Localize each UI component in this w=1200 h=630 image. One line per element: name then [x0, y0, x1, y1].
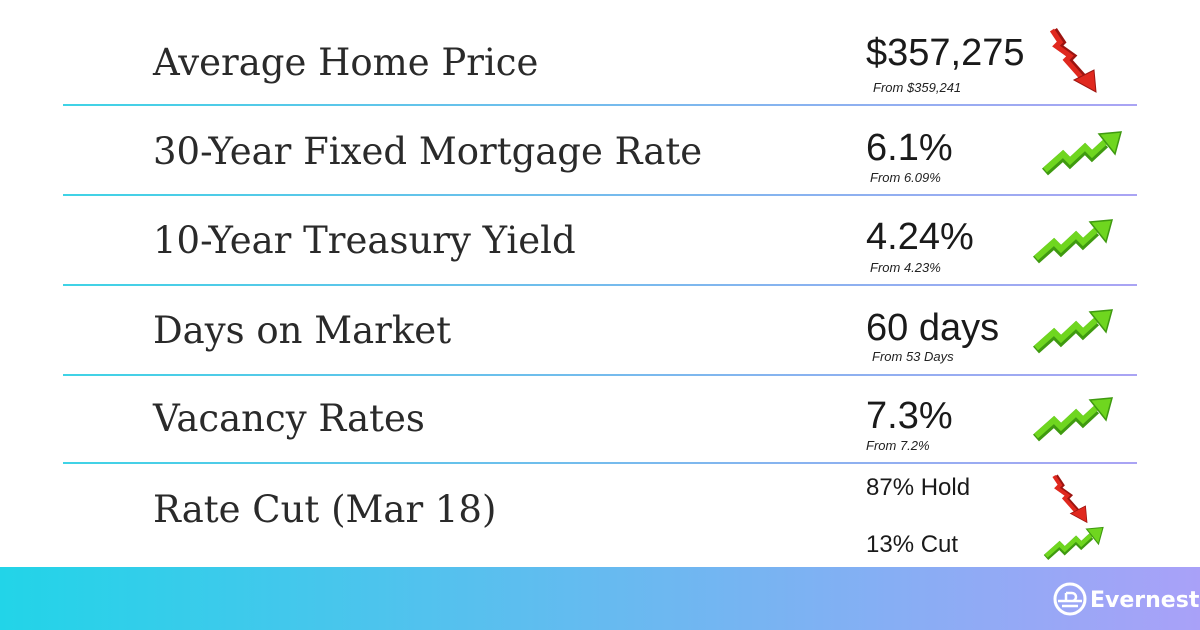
logo-icon [1053, 582, 1087, 616]
row-value: 4.24% [866, 216, 974, 258]
trend-up-icon [1036, 220, 1112, 260]
row-value: 7.3% [866, 395, 953, 437]
separator [63, 284, 1137, 286]
row-from: From 6.09% [870, 170, 941, 185]
trend-up-icon [1046, 528, 1103, 558]
separator [63, 104, 1137, 106]
row-label: Vacancy Rates [152, 397, 425, 440]
brand-name: Evernest [1090, 588, 1200, 613]
row-subvalue: 13% Cut [866, 531, 958, 558]
row-value: $357,275 [866, 32, 1025, 74]
footer-band [0, 567, 1200, 630]
row-subvalue: 87% Hold [866, 474, 970, 501]
row-value: 60 days [866, 307, 999, 349]
trend-up-icon [1036, 310, 1112, 350]
brand-logo: Evernest [1053, 582, 1200, 616]
separator [63, 374, 1137, 376]
logo-icon [1058, 591, 1082, 608]
trend-down-icon [1052, 30, 1096, 92]
row-label: 10-Year Treasury Yield [153, 219, 576, 262]
row-from: From 7.2% [866, 438, 930, 453]
trend-up-icon [1045, 132, 1121, 172]
row-from: From 53 Days [872, 349, 954, 364]
separator [63, 462, 1137, 464]
row-label: Rate Cut (Mar 18) [153, 488, 496, 531]
row-label: Average Home Price [152, 41, 538, 84]
row-value: 6.1% [866, 127, 953, 169]
trend-down-icon [1054, 476, 1087, 523]
separator [63, 194, 1137, 196]
row-label: Days on Market [153, 309, 451, 352]
row-from: From 4.23% [870, 260, 941, 275]
row-label: 30-Year Fixed Mortgage Rate [153, 130, 702, 173]
row-from: From $359,241 [873, 80, 961, 95]
trend-up-icon [1036, 398, 1112, 438]
